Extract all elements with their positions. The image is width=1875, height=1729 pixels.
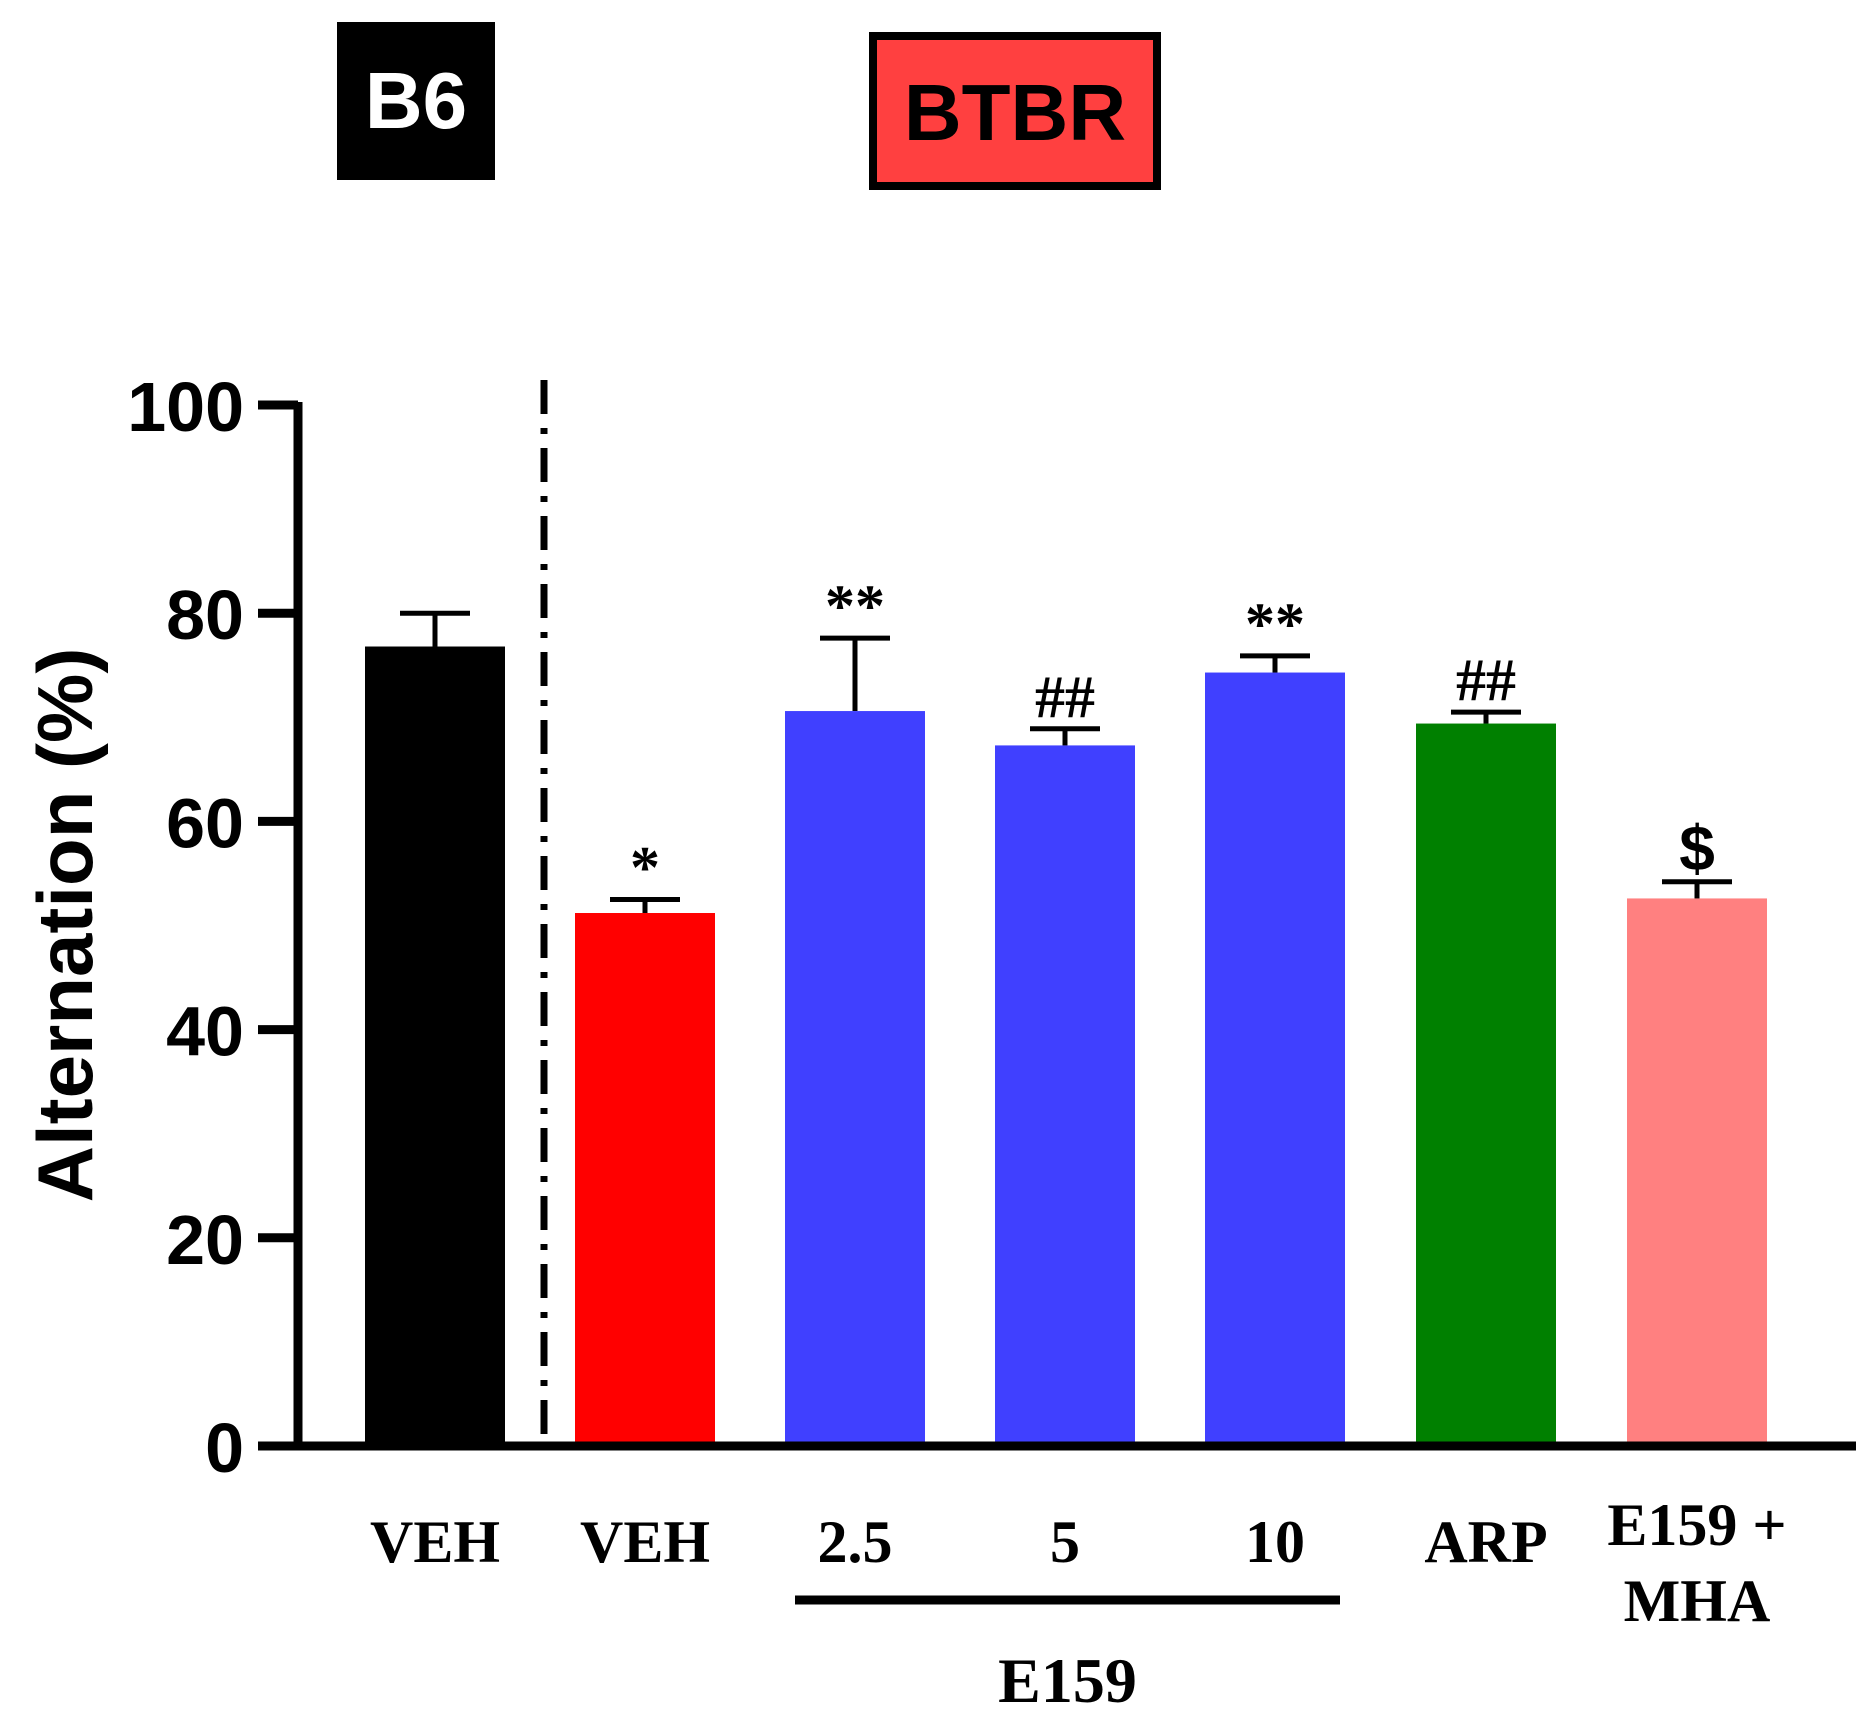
x-tick-label: E159 + [1607,1492,1786,1558]
bar [995,745,1135,1446]
y-tick-label: 100 [127,368,244,446]
x-tick-label: VEH [370,1509,500,1575]
significance-label: ** [1245,591,1305,657]
bar [365,646,505,1446]
significance-label: ## [1456,647,1516,713]
significance-label: $ [1679,812,1715,884]
bar [575,913,715,1446]
group-bracket-label: E159 [998,1645,1137,1716]
significance-label: ** [825,573,885,639]
axes-layer [258,400,1856,1605]
x-tick-label: 5 [1050,1509,1080,1575]
bar [1627,898,1767,1446]
significance-label: * [630,834,660,900]
x-tick-label: 2.5 [818,1509,893,1575]
bar [1416,723,1556,1446]
y-axis-label: Alternation (%) [21,648,109,1203]
significance-label: ## [1035,664,1095,730]
group-label-b6: B6 [365,56,467,145]
x-tick-label: VEH [580,1509,710,1575]
x-tick-label: ARP [1424,1509,1547,1575]
bar [1205,672,1345,1446]
bar [785,711,925,1446]
group-label-b6-box [337,22,495,180]
y-tick-label: 80 [166,576,244,654]
bars-layer [365,610,1767,1446]
y-tick-label: 60 [166,784,244,862]
group-label-btbr: BTBR [904,68,1126,157]
y-tick-label: 0 [205,1409,244,1487]
group-label-btbr-box [869,32,1161,190]
x-tick-label: 10 [1245,1509,1305,1575]
x-tick-label: MHA [1624,1568,1771,1634]
y-tick-label: 20 [166,1201,244,1279]
y-tick-label: 40 [166,993,244,1071]
